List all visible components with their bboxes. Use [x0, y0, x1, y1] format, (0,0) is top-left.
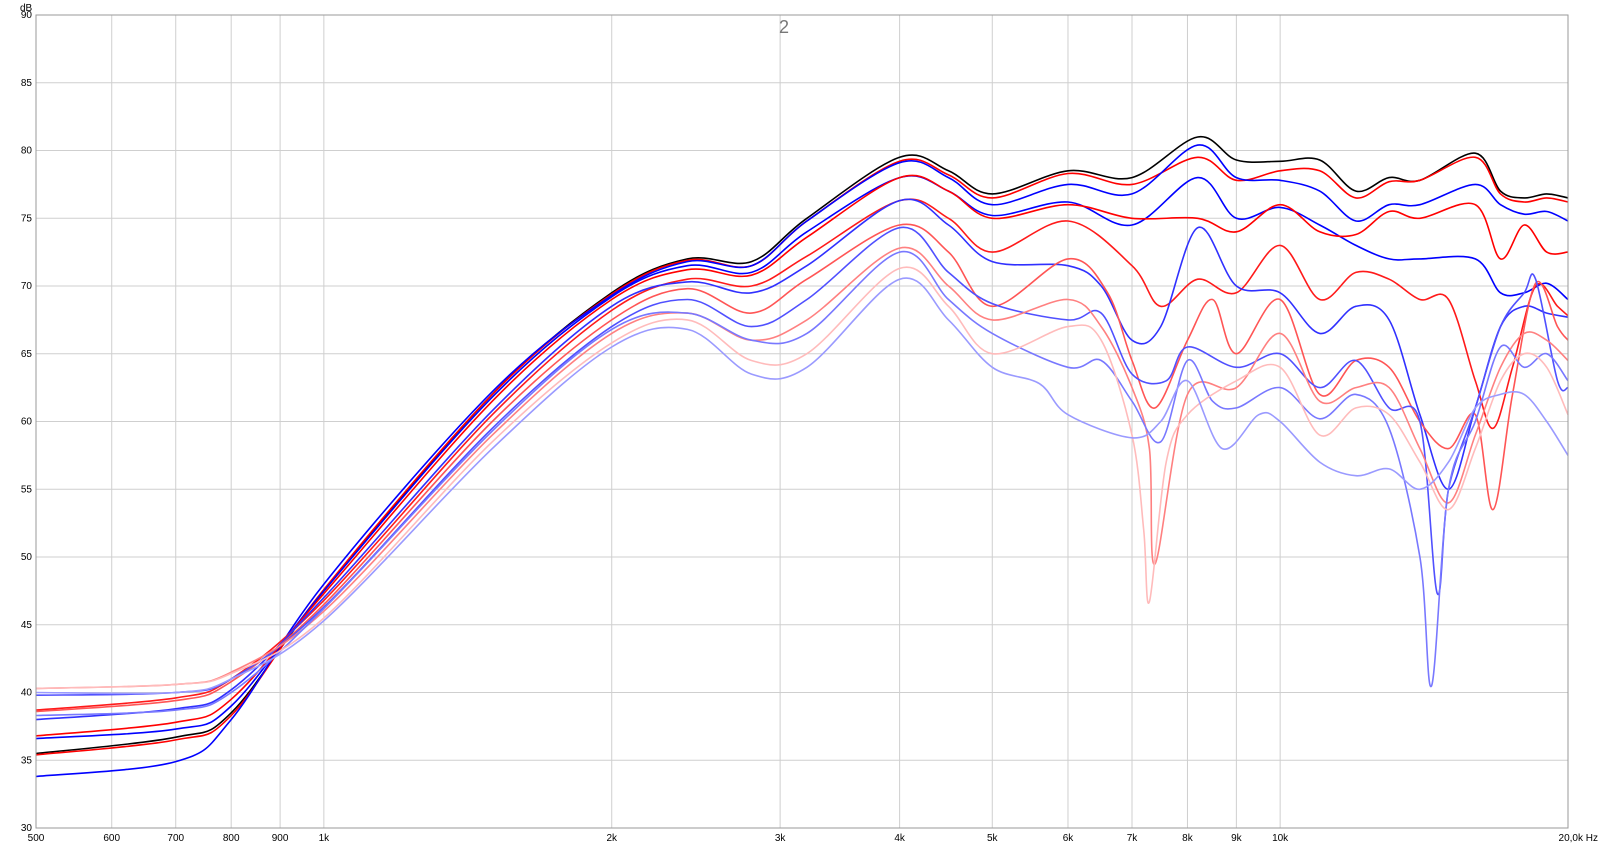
x-tick-label: 3k — [775, 833, 787, 844]
x-tick-label: 5k — [987, 833, 999, 844]
series-line-8 — [35, 223, 1569, 713]
x-tick-label: 20,0k Hz — [1559, 833, 1598, 844]
x-tick-label: 7k — [1127, 833, 1139, 844]
series-line-6 — [35, 198, 1569, 711]
x-tick-label: 4k — [894, 833, 906, 844]
series-line-4 — [35, 175, 1569, 740]
series-line-3 — [35, 144, 1569, 778]
series-lines — [35, 136, 1569, 778]
series-line-5 — [35, 174, 1569, 737]
x-tick-label: 700 — [167, 833, 184, 844]
series-line-12 — [35, 266, 1569, 690]
y-tick-label: 50 — [21, 552, 33, 563]
y-tick-label: 85 — [21, 78, 33, 89]
y-tick-label: 60 — [21, 417, 33, 428]
chart-title: 2 — [779, 17, 789, 37]
y-tick-label: 80 — [21, 146, 33, 157]
y-tick-label: 90 — [21, 10, 33, 21]
y-tick-label: 30 — [21, 823, 33, 834]
x-tick-label: 9k — [1231, 833, 1243, 844]
series-line-11 — [35, 250, 1569, 717]
series-line-2 — [35, 156, 1569, 756]
x-tick-labels: 500 600 700 800 900 1k 2k 3k 4k 5k 6k 7k 8k 9k 10k 20,0… — [28, 833, 1598, 844]
series-line-9 — [35, 226, 1569, 696]
series-line-13 — [35, 277, 1569, 695]
x-tick-label: 8k — [1182, 833, 1194, 844]
x-tick-label: 600 — [103, 833, 120, 844]
y-tick-labels: 30 35 40 45 50 55 60 65 70 75 80 85 90 — [21, 10, 33, 834]
series-line-10 — [35, 246, 1569, 690]
x-tick-label: 10k — [1272, 833, 1289, 844]
y-tick-label: 75 — [21, 213, 33, 224]
y-tick-label: 40 — [21, 688, 33, 699]
plot-frame — [35, 14, 1569, 829]
x-tick-label: 2k — [606, 833, 618, 844]
y-tick-label: 35 — [21, 755, 33, 766]
y-tick-label: 65 — [21, 349, 33, 360]
x-tick-label: 1k — [319, 833, 331, 844]
y-tick-label: 70 — [21, 281, 33, 292]
x-tick-label: 900 — [272, 833, 289, 844]
x-tick-label: 500 — [28, 833, 45, 844]
y-tick-label: 55 — [21, 484, 33, 495]
y-axis-label: dB — [20, 3, 33, 14]
y-tick-label: 45 — [21, 620, 33, 631]
grid — [35, 14, 1569, 829]
x-tick-label: 800 — [223, 833, 240, 844]
x-tick-label: 6k — [1063, 833, 1075, 844]
